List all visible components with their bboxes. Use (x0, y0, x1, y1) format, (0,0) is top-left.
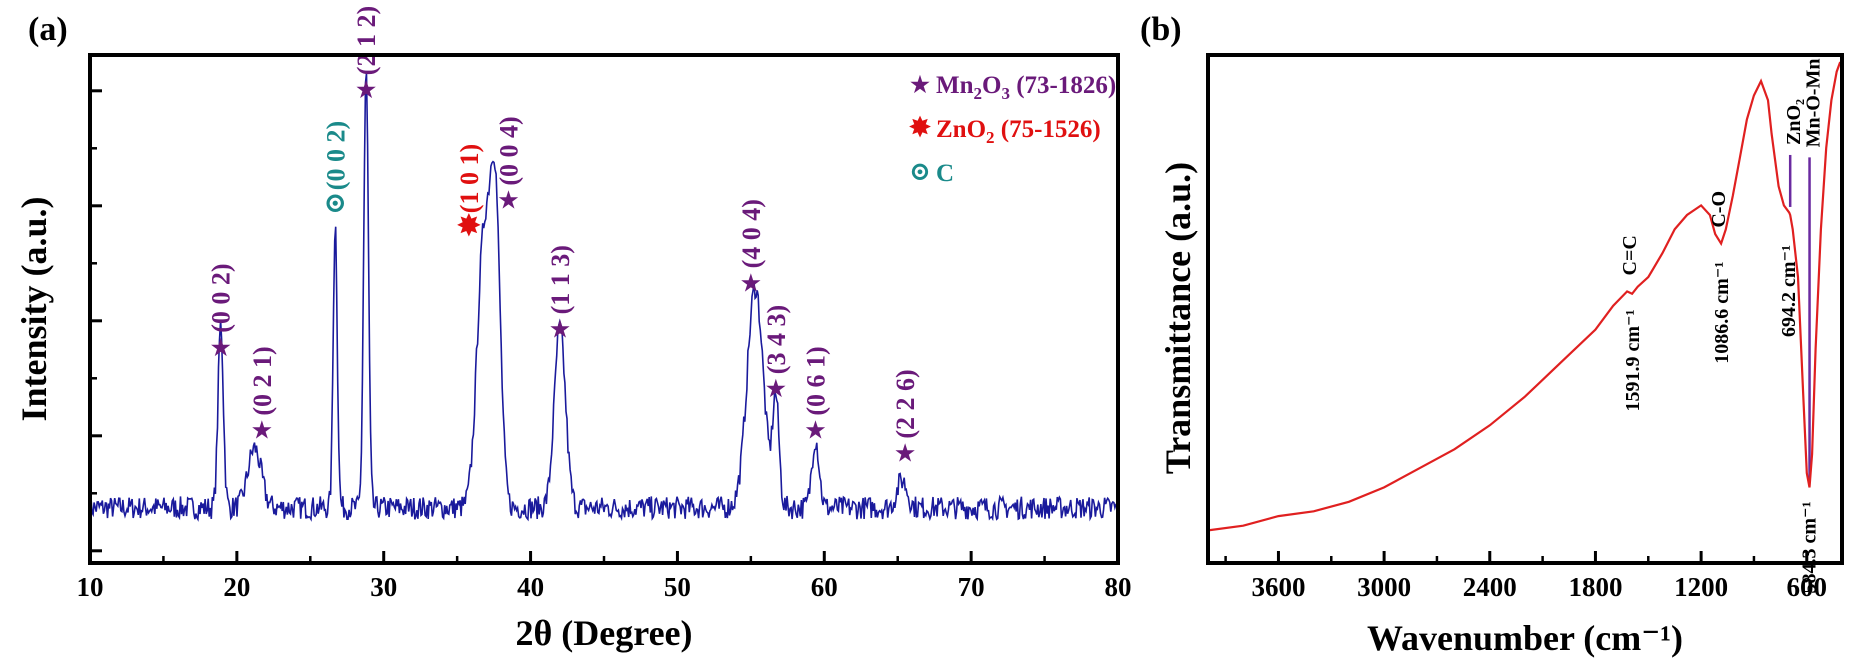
xrd-peak-marker: ★ (741, 270, 761, 295)
ftir-band-wavenumber: 584.3 cm⁻¹ (1799, 501, 1821, 593)
ftir-chart: 3600 3000 2400 1800 1200 600 C=C 1591.9 cm⁻¹ C-… (1158, 53, 1844, 658)
xrd-legend-symbol: ★ (910, 72, 930, 97)
xrd-peak-annotations: ★(0 0 2)★(0 2 1)⊙(0 0 2)★(2 1 2)✸(1 0 1)… (207, 6, 920, 466)
ftir-band-name: Mn-O-Mn (1803, 59, 1825, 148)
xrd-chart: 10 20 30 40 50 60 70 80 ★(0 0 2)★(0 2 1)⊙(0 0 2… (14, 6, 1132, 653)
xrd-legend-label: Mn2O3 (73-1826) (936, 72, 1116, 103)
xrd-peak-hkl: (0 0 2) (207, 263, 236, 332)
xrd-peak-marker: ★ (356, 77, 376, 102)
xrd-peak-label: ★(4 0 4) (737, 199, 766, 295)
ftir-x-ticks: 3600 3000 2400 1800 1200 600 (1224, 551, 1828, 602)
xrd-peak-label: ★ (0 0 2) (207, 263, 236, 359)
ftir-band-wavenumber: 1086.6 cm⁻¹ (1711, 262, 1733, 364)
xrd-peak-label: ★ (0 6 1) (801, 346, 830, 442)
ftir-series-line (1207, 61, 1842, 532)
xrd-peak-label: ✸(1 0 1) (455, 144, 484, 242)
ftir-band-name: C-O (1708, 191, 1730, 228)
xrd-x-tick-label: 60 (811, 572, 838, 602)
ftir-x-tick-label: 1800 (1568, 572, 1622, 602)
xrd-peak-hkl: (4 0 4) (737, 199, 766, 268)
xrd-legend-label: C (936, 160, 954, 187)
xrd-peak-hkl: (2 1 2) (352, 6, 381, 75)
ftir-band-name: ZnO₂ (1783, 99, 1805, 145)
ftir-x-tick-label: 3000 (1357, 572, 1411, 602)
ftir-x-tick-label: 2400 (1463, 572, 1517, 602)
xrd-peak-marker: ★ (252, 418, 272, 443)
xrd-peak-hkl: (3 4 3) (762, 305, 791, 374)
xrd-peak-hkl: (1 0 1) (455, 144, 484, 213)
xrd-peak-marker: ★ (766, 376, 786, 401)
ftir-x-tick-label: 600 (1787, 572, 1828, 602)
ftir-y-axis-label: Transmittance (a.u.) (1158, 162, 1198, 474)
xrd-x-tick-label: 20 (223, 572, 250, 602)
xrd-x-ticks: 10 20 30 40 50 60 70 80 (77, 89, 1132, 602)
ftir-band-label: ZnO₂ 694.2 cm⁻¹ (1778, 99, 1805, 337)
xrd-peak-hkl: (0 6 1) (801, 346, 830, 415)
xrd-peak-label: ★(1 1 3) (546, 245, 575, 341)
xrd-legend-symbol: ✸ (908, 113, 931, 142)
panel-label-a: (a) (28, 11, 68, 48)
xrd-x-tick-label: 40 (517, 572, 544, 602)
ftir-x-tick-label: 1200 (1674, 572, 1728, 602)
xrd-legend-symbol: ⊙ (909, 157, 931, 186)
xrd-peak-marker: ✸ (457, 211, 481, 242)
xrd-peak-hkl: (0 0 2) (321, 121, 350, 190)
xrd-legend-entry: ✸ ZnO2 (75-1526) (908, 113, 1101, 147)
panel-label-b: (b) (1140, 11, 1182, 48)
xrd-peak-label: ★(3 4 3) (762, 305, 791, 401)
xrd-x-tick-label: 80 (1105, 572, 1132, 602)
xrd-peak-hkl: (1 1 3) (546, 245, 575, 314)
xrd-peak-label: ★ (2 2 6) (891, 369, 920, 465)
xrd-x-tick-label: 10 (77, 572, 104, 602)
xrd-series-line (89, 73, 1119, 522)
ftir-x-tick-label: 3600 (1251, 572, 1305, 602)
xrd-legend-entry: ⊙ C (909, 157, 954, 187)
ftir-band-label: C=C 1591.9 cm⁻¹ (1619, 235, 1644, 411)
xrd-legend: ★ Mn2O3 (73-1826)✸ ZnO2 (75-1526)⊙ C (908, 72, 1116, 187)
xrd-y-axis-label: Intensity (a.u.) (14, 196, 54, 421)
xrd-x-tick-label: 30 (370, 572, 397, 602)
xrd-peak-label: ★(2 1 2) (352, 6, 381, 102)
xrd-peak-hkl: (0 2 1) (248, 346, 277, 415)
ftir-x-axis-label: Wavenumber (cm⁻¹) (1367, 618, 1683, 658)
xrd-peak-marker: ⊙ (324, 188, 347, 219)
xrd-peak-label: ★ (0 0 4) (495, 116, 524, 212)
xrd-peak-label: ★ (0 2 1) (248, 346, 277, 442)
xrd-x-axis-label: 2θ (Degree) (515, 613, 692, 653)
xrd-peak-marker: ★ (499, 188, 519, 213)
xrd-legend-entry: ★ Mn2O3 (73-1826) (910, 72, 1116, 103)
ftir-band-label: Mn-O-Mn 584.3 cm⁻¹ (1799, 59, 1825, 594)
xrd-peak-hkl: (2 2 6) (891, 369, 920, 438)
xrd-peak-marker: ★ (806, 418, 826, 443)
xrd-x-tick-label: 70 (958, 572, 985, 602)
ftir-band-annotations: C=C 1591.9 cm⁻¹ C-O 1086.6 cm⁻¹ ZnO₂ 694.2 cm… (1619, 59, 1824, 594)
ftir-band-wavenumber: 1591.9 cm⁻¹ (1622, 309, 1644, 411)
xrd-peak-label: ⊙(0 0 2) (321, 121, 350, 219)
ftir-band-wavenumber: 694.2 cm⁻¹ (1778, 245, 1800, 337)
xrd-peak-marker: ★ (550, 316, 570, 341)
ftir-band-name: C=C (1619, 235, 1641, 275)
xrd-peak-marker: ★ (211, 335, 231, 360)
xrd-legend-label: ZnO2 (75-1526) (936, 116, 1101, 147)
xrd-x-tick-label: 50 (664, 572, 691, 602)
xrd-peak-hkl: (0 0 4) (495, 116, 524, 185)
xrd-peak-marker: ★ (895, 441, 915, 466)
ftir-plot-frame (1206, 53, 1844, 565)
xrd-plot-frame (88, 53, 1120, 565)
ftir-band-label: C-O 1086.6 cm⁻¹ (1708, 191, 1733, 364)
